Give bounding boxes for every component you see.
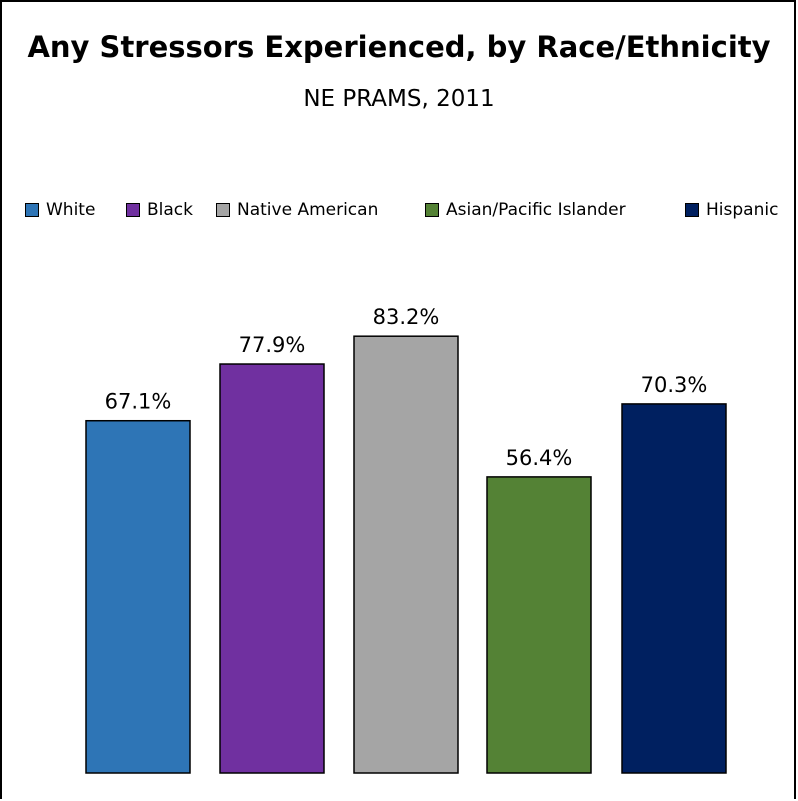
legend-label: Black	[147, 200, 193, 220]
chart-title: Any Stressors Experienced, by Race/Ethni…	[27, 30, 771, 64]
bar-value-label: 77.9%	[239, 333, 306, 357]
bar-hispanic	[621, 403, 727, 774]
legend: White Black Native American Asian/Pacifi…	[25, 200, 795, 224]
bar-value-label: 83.2%	[373, 305, 440, 329]
legend-swatch	[126, 203, 140, 217]
chart-subtitle: NE PRAMS, 2011	[303, 86, 495, 112]
legend-label: Hispanic	[706, 200, 779, 220]
bar-value-label: 70.3%	[641, 373, 708, 397]
legend-swatch	[216, 203, 230, 217]
legend-item-black: Black	[126, 200, 193, 220]
legend-swatch	[25, 203, 39, 217]
legend-label: Asian/Pacific Islander	[446, 200, 626, 220]
legend-label: White	[46, 200, 96, 220]
legend-item-white: White	[25, 200, 95, 220]
bar-native-american	[353, 335, 459, 774]
bar-asian-pacific-islander	[486, 476, 592, 774]
legend-swatch	[425, 203, 439, 217]
bar-value-label: 56.4%	[506, 446, 573, 470]
legend-label: Native American	[237, 200, 379, 220]
bar-white	[85, 419, 191, 774]
legend-item-asian-pacific-islander: Asian/Pacific Islander	[425, 200, 626, 220]
legend-item-native-american: Native American	[216, 200, 378, 220]
legend-item-hispanic: Hispanic	[685, 200, 778, 220]
legend-swatch	[685, 203, 699, 217]
bar-value-label: 67.1%	[105, 390, 172, 414]
bar-black	[219, 363, 325, 774]
